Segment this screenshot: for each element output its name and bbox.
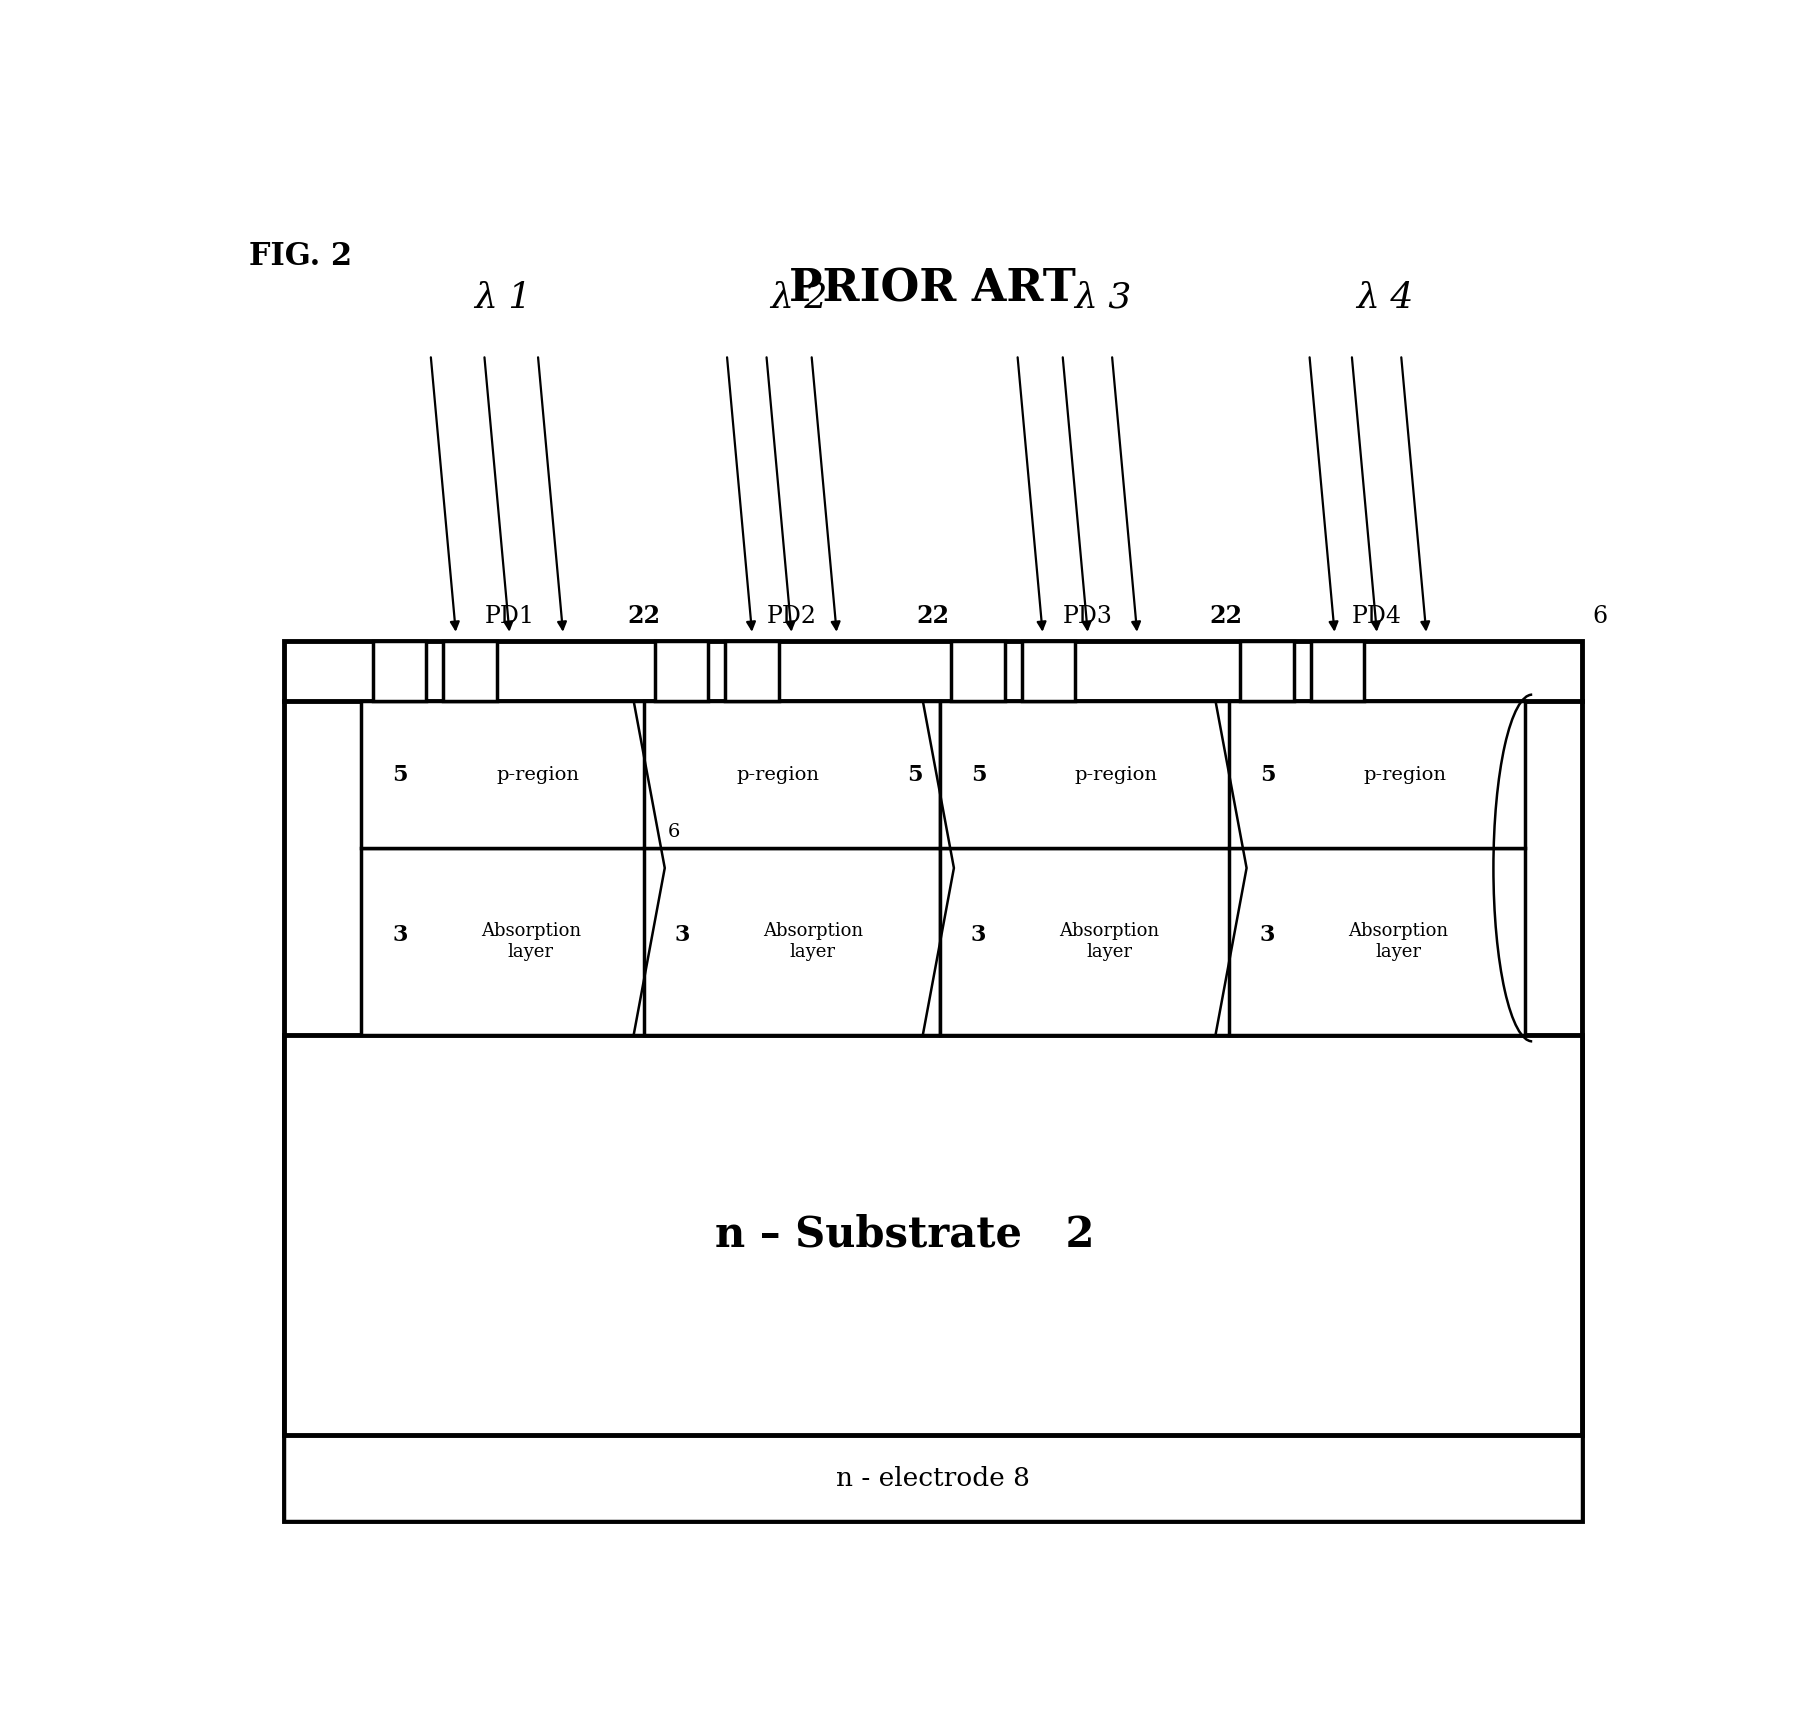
Text: PD3: PD3 bbox=[1063, 604, 1112, 629]
Text: 6: 6 bbox=[1592, 604, 1609, 629]
Text: λ 2: λ 2 bbox=[770, 281, 828, 315]
Bar bbox=[444, 641, 497, 701]
Text: Absorption
layer: Absorption layer bbox=[763, 921, 863, 961]
Text: PRIOR ART: PRIOR ART bbox=[790, 268, 1076, 310]
Text: p-region: p-region bbox=[735, 766, 819, 783]
Text: p-region: p-region bbox=[1074, 766, 1158, 783]
Bar bbox=[1228, 701, 1525, 849]
Bar bbox=[362, 849, 657, 1034]
Text: 9: 9 bbox=[464, 662, 477, 681]
Bar bbox=[939, 849, 1236, 1034]
Text: λ 1: λ 1 bbox=[475, 281, 531, 315]
Text: 5: 5 bbox=[906, 764, 923, 786]
Text: 5: 5 bbox=[1259, 764, 1276, 786]
Bar bbox=[644, 701, 939, 849]
Bar bbox=[939, 701, 1236, 849]
Text: 7: 7 bbox=[675, 662, 688, 681]
Text: Absorption
layer: Absorption layer bbox=[1349, 921, 1449, 961]
Text: 5: 5 bbox=[393, 764, 408, 786]
Text: λ 3: λ 3 bbox=[1074, 281, 1132, 315]
Text: 3: 3 bbox=[970, 923, 986, 946]
Bar bbox=[1021, 641, 1076, 701]
Text: PD4: PD4 bbox=[1352, 604, 1401, 629]
Text: 7: 7 bbox=[393, 662, 406, 681]
Bar bbox=[284, 641, 1582, 1521]
Text: n – Substrate   2: n – Substrate 2 bbox=[715, 1214, 1094, 1256]
Text: Absorption
layer: Absorption layer bbox=[1059, 921, 1159, 961]
Text: 7: 7 bbox=[972, 662, 985, 681]
Text: Absorption
layer: Absorption layer bbox=[480, 921, 581, 961]
Text: 3: 3 bbox=[675, 923, 690, 946]
Text: λ 4: λ 4 bbox=[1356, 281, 1414, 315]
Text: 7: 7 bbox=[1261, 662, 1274, 681]
Bar bbox=[362, 701, 657, 849]
Text: FIG. 2: FIG. 2 bbox=[249, 241, 351, 272]
Text: 3: 3 bbox=[393, 923, 408, 946]
Text: n - electrode 8: n - electrode 8 bbox=[835, 1465, 1030, 1491]
Text: PD2: PD2 bbox=[766, 604, 817, 629]
Text: 5: 5 bbox=[970, 764, 986, 786]
Bar bbox=[284, 1434, 1582, 1521]
Bar bbox=[373, 641, 426, 701]
Bar bbox=[655, 641, 708, 701]
Text: p-region: p-region bbox=[1363, 766, 1447, 783]
Bar bbox=[726, 641, 779, 701]
Text: 22: 22 bbox=[915, 604, 950, 629]
Text: 22: 22 bbox=[628, 604, 661, 629]
Text: 22: 22 bbox=[1208, 604, 1241, 629]
Bar bbox=[1239, 641, 1294, 701]
Bar bbox=[284, 1034, 1582, 1434]
Bar bbox=[644, 849, 939, 1034]
Text: 9: 9 bbox=[746, 662, 759, 681]
Text: 9: 9 bbox=[1043, 662, 1054, 681]
Bar bbox=[952, 641, 1005, 701]
Text: 6: 6 bbox=[668, 823, 681, 842]
Text: PD1: PD1 bbox=[484, 604, 535, 629]
Bar bbox=[1228, 849, 1525, 1034]
Text: 3: 3 bbox=[1259, 923, 1276, 946]
Bar bbox=[1310, 641, 1365, 701]
Text: 9: 9 bbox=[1330, 662, 1343, 681]
Text: p-region: p-region bbox=[497, 766, 579, 783]
